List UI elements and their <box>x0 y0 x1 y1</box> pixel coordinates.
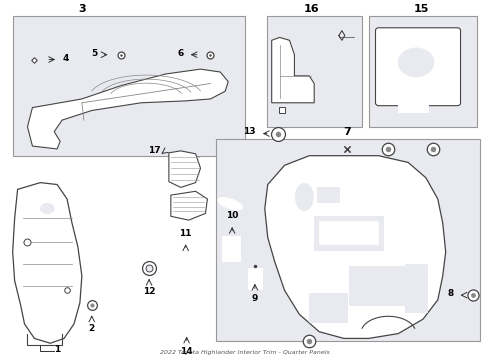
Text: 3: 3 <box>78 4 86 14</box>
Ellipse shape <box>295 184 313 211</box>
Text: 11: 11 <box>179 229 192 238</box>
Text: 7: 7 <box>343 127 351 138</box>
Text: 8: 8 <box>447 289 454 298</box>
Text: 2022 Toyota Highlander Interior Trim - Quarter Panels: 2022 Toyota Highlander Interior Trim - Q… <box>160 350 330 355</box>
Ellipse shape <box>218 198 243 210</box>
Text: 2: 2 <box>89 324 95 333</box>
Bar <box>177 252 195 281</box>
Bar <box>222 235 240 261</box>
Text: 1: 1 <box>54 346 60 355</box>
Bar <box>405 264 427 312</box>
Ellipse shape <box>398 48 434 77</box>
Bar <box>319 221 378 244</box>
Text: 5: 5 <box>92 49 98 58</box>
Polygon shape <box>13 183 82 343</box>
Bar <box>317 188 339 202</box>
Bar <box>13 16 245 156</box>
Text: 10: 10 <box>226 211 238 220</box>
Polygon shape <box>271 37 314 103</box>
Ellipse shape <box>40 203 54 214</box>
Ellipse shape <box>36 200 58 217</box>
Ellipse shape <box>392 42 441 82</box>
Polygon shape <box>27 69 228 149</box>
Bar <box>398 101 428 112</box>
FancyBboxPatch shape <box>375 28 461 106</box>
Bar <box>309 293 347 322</box>
Polygon shape <box>169 151 200 188</box>
Bar <box>179 295 195 332</box>
Bar <box>216 139 480 341</box>
Bar <box>368 16 477 127</box>
Bar <box>349 266 423 305</box>
Polygon shape <box>171 191 207 220</box>
Text: 9: 9 <box>252 294 258 303</box>
Polygon shape <box>265 156 446 338</box>
Bar <box>314 216 383 250</box>
Text: 12: 12 <box>143 287 155 296</box>
Text: 4: 4 <box>62 54 69 63</box>
Text: 13: 13 <box>244 127 256 136</box>
Text: 17: 17 <box>148 147 161 156</box>
Text: 14: 14 <box>180 347 193 356</box>
Bar <box>248 268 262 289</box>
Text: 6: 6 <box>177 49 184 58</box>
Text: 15: 15 <box>413 4 429 14</box>
Bar <box>267 16 362 127</box>
Text: 16: 16 <box>303 4 319 14</box>
